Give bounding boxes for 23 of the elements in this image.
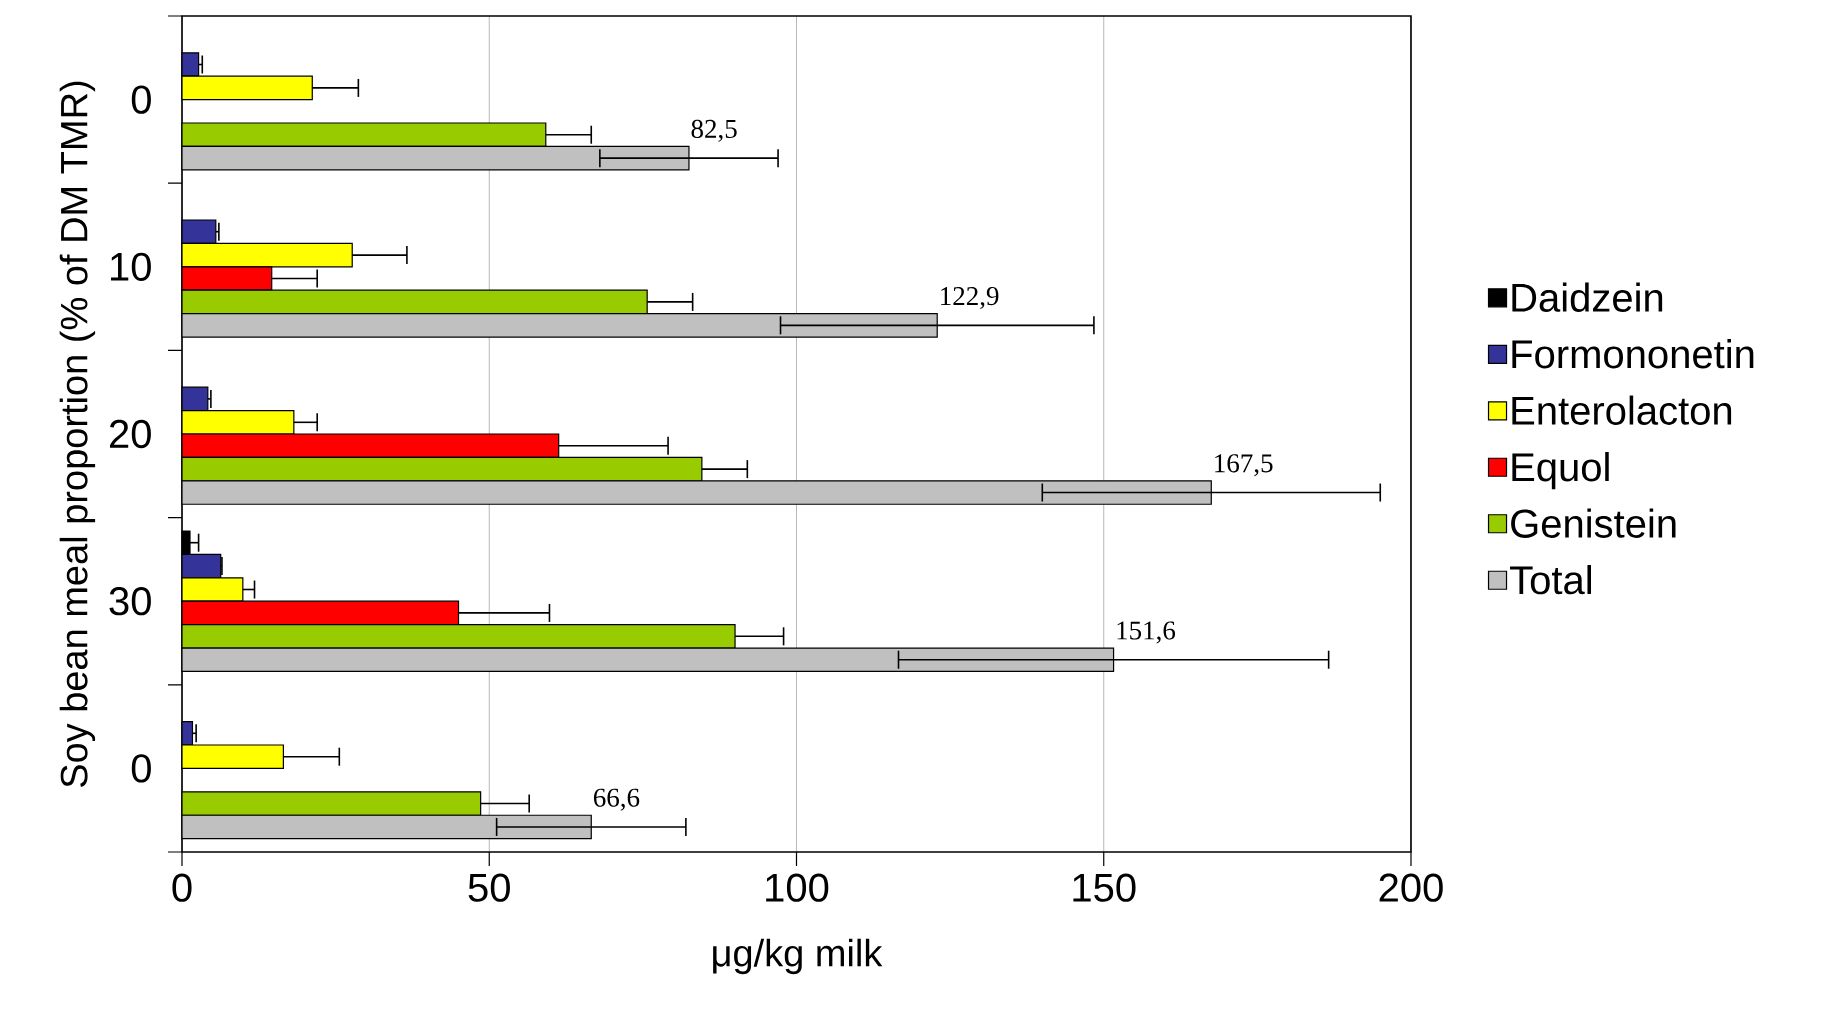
y-axis-title: Soy bean meal proportion (% of DM TMR) [59,81,96,788]
legend-label: Equol [1512,452,1609,490]
y-tick-label: 0 [131,85,151,114]
x-tick-label: 0 [172,873,192,902]
data-label: 66,6 [593,788,640,811]
legend-label: Genistein [1511,508,1676,538]
data-label: 167,5 [1215,454,1273,477]
legend-label: Enterolacton [1512,395,1732,425]
y-tick-label: 10 [111,252,151,281]
legend-label: Formononetin [1512,339,1754,369]
x-tick-label: 200 [1379,873,1443,902]
x-tick-label: 150 [1073,873,1136,902]
x-axis-title: μg/kg milk [713,938,883,975]
x-tick-label: 50 [468,873,510,902]
y-tick-label: 30 [109,587,151,616]
y-tick-label: 0 [131,754,151,783]
data-label: 151,6 [1117,621,1176,644]
x-tick-label: 100 [766,873,829,902]
data-label: 82,5 [691,119,737,142]
data-label: 122,9 [941,287,999,310]
legend-label: Total [1510,564,1591,595]
y-tick-label: 20 [109,419,151,449]
legend-label: Daidzein [1512,282,1663,312]
